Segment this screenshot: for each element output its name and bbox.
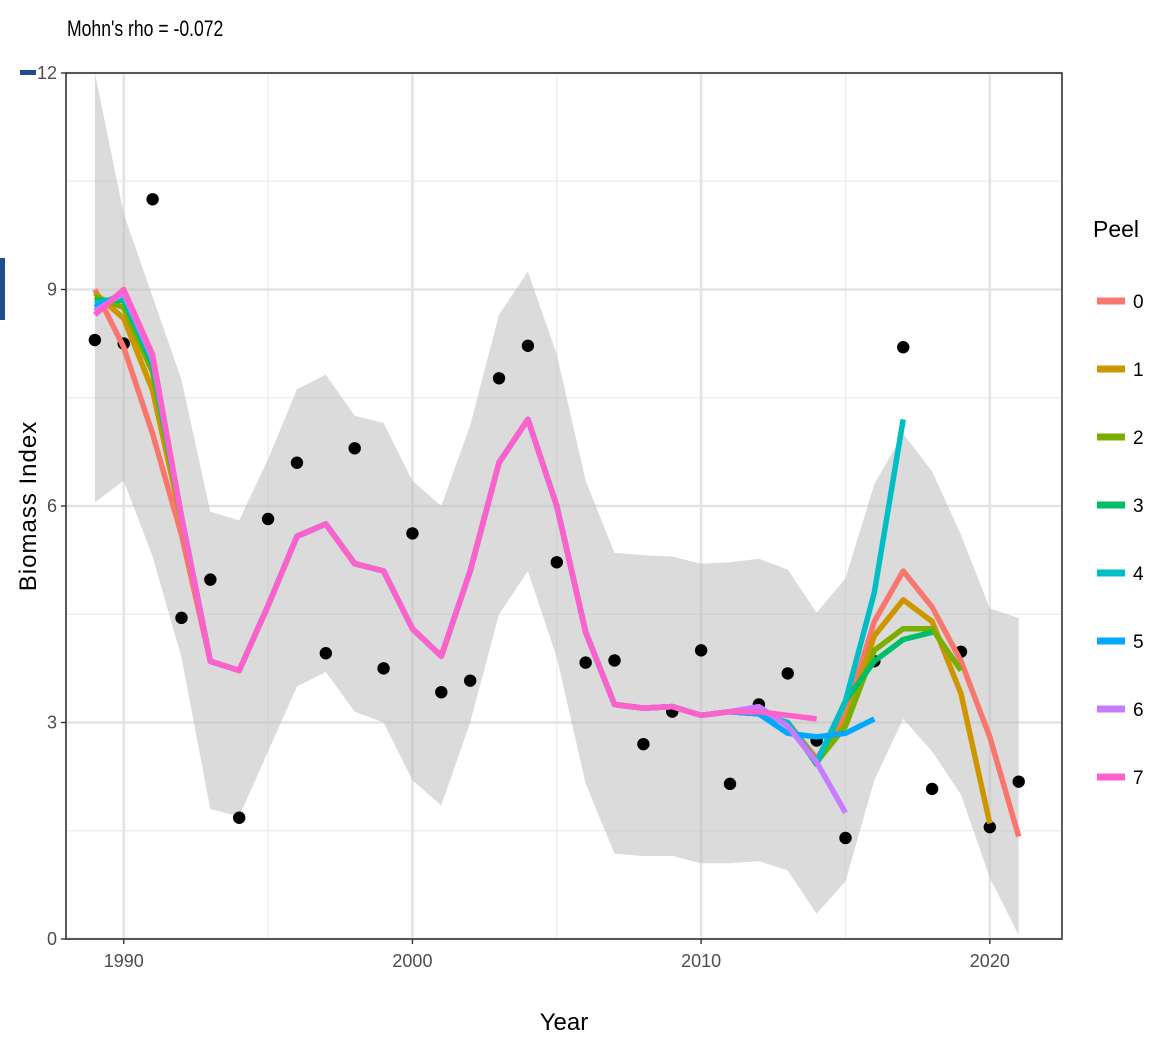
legend-title: Peel	[1093, 216, 1139, 242]
observation-point	[897, 341, 910, 354]
legend-label-5: 5	[1133, 632, 1144, 653]
x-tick-label: 2000	[392, 951, 432, 971]
x-tick-label: 1990	[104, 951, 144, 971]
y-tick-label: 12	[37, 63, 57, 83]
legend-label-6: 6	[1133, 700, 1144, 721]
observation-point	[435, 685, 448, 699]
legend-key-0	[1097, 297, 1125, 305]
observation-point	[637, 737, 650, 751]
legend-key-1	[1097, 365, 1125, 373]
observation-point	[88, 333, 102, 347]
corner-mark-top	[20, 70, 36, 75]
observation-point	[261, 512, 275, 526]
y-tick-label: 0	[47, 929, 57, 949]
observation-point	[781, 667, 794, 680]
observation-point	[175, 611, 188, 625]
observation-point	[839, 831, 852, 845]
legend-key-5	[1097, 637, 1125, 645]
legend-key-4	[1097, 569, 1125, 577]
observation-point	[146, 193, 159, 206]
observation-point	[550, 556, 563, 569]
x-tick-label: 2020	[970, 951, 1010, 971]
y-tick-label: 9	[47, 280, 57, 300]
observation-point	[290, 456, 304, 469]
legend-label-1: 1	[1133, 360, 1144, 381]
observation-point	[492, 372, 506, 385]
observation-point	[377, 662, 390, 675]
legend-key-3	[1097, 501, 1125, 509]
observation-point	[608, 654, 621, 667]
legend-key-7	[1097, 773, 1125, 781]
y-tick-label: 6	[47, 496, 57, 516]
legend-label-0: 0	[1133, 292, 1144, 313]
observation-point	[983, 820, 997, 834]
observation-point	[406, 527, 419, 540]
y-tick-label: 3	[47, 713, 57, 733]
observation-point	[521, 339, 535, 352]
observation-point	[694, 644, 708, 657]
legend-key-2	[1097, 433, 1125, 441]
legend-label-7: 7	[1133, 768, 1144, 789]
legend-label-4: 4	[1133, 564, 1144, 585]
series-line-peel-7	[93, 286, 817, 722]
observation-point	[319, 647, 333, 660]
legend-label-3: 3	[1133, 496, 1144, 517]
peel-lines	[92, 286, 1022, 838]
observation-point	[463, 674, 477, 687]
x-tick-label: 2010	[681, 951, 721, 971]
corner-mark-left	[0, 258, 5, 320]
observation-point	[1012, 775, 1025, 788]
observation-point	[204, 573, 217, 586]
legend-label-2: 2	[1133, 428, 1144, 449]
y-axis-title: Biomass Index	[15, 421, 42, 591]
legend: Peel 0 1 2 3 4 5 6 7	[1093, 216, 1144, 789]
observation-point	[925, 782, 939, 796]
observation-point	[348, 442, 361, 455]
observation-point	[723, 777, 737, 791]
x-axis-title: Year	[540, 1009, 589, 1036]
observation-point	[233, 811, 246, 824]
observation-point	[579, 656, 592, 669]
axis-ticks: 0 3 6 9 12 1990 2000 2010 2020	[37, 63, 1010, 971]
legend-key-6	[1097, 705, 1125, 713]
chart-subtitle: Mohn's rho = -0.072	[67, 17, 223, 41]
